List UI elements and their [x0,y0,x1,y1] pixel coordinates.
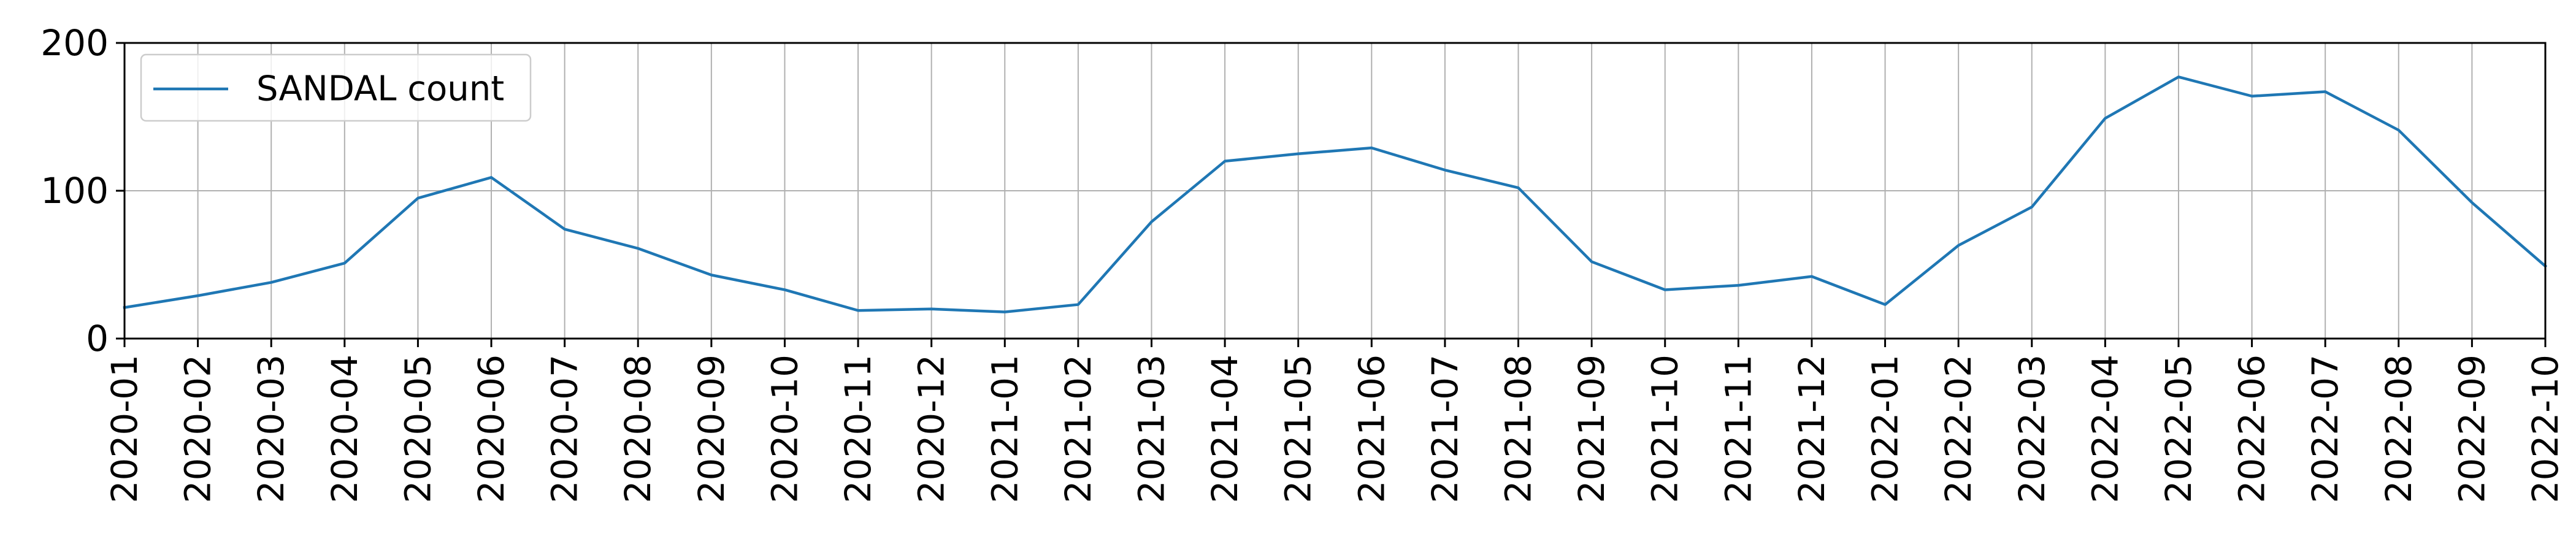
x-tick-label: 2020-04 [324,355,366,503]
x-tick-label: 2022-06 [2231,355,2273,503]
y-axis: 0 100 200 [40,22,125,359]
legend-box [140,53,532,122]
x-tick-label: 2022-05 [2158,355,2199,503]
x-tick-label: 2022-09 [2451,355,2493,503]
x-tick-label: 2021-06 [1351,355,1392,503]
x-tick-label: 2020-06 [470,355,512,503]
x-tick-label: 2020-01 [104,355,145,503]
x-tick-label: 2021-04 [1204,355,1246,503]
x-tick-label: 2020-07 [544,355,586,503]
x-tick-label: 2020-03 [250,355,292,503]
x-tick-label: 2022-10 [2524,355,2566,503]
legend: SANDAL count [140,53,532,122]
x-tick-label: 2020-11 [837,355,879,503]
x-tick-label: 2021-10 [1644,355,1686,503]
x-tick-label: 2021-01 [984,355,1025,503]
x-tick-label: 2021-09 [1571,355,1612,503]
x-tick-label: 2020-12 [911,355,953,503]
x-tick-label: 2021-05 [1278,355,1319,503]
legend-label: SANDAL count [256,69,504,109]
x-tick-label: 2021-11 [1717,355,1759,503]
x-tick-label: 2022-02 [1938,355,1979,503]
x-tick-label: 2020-05 [397,355,439,503]
x-tick-label: 2020-08 [617,355,659,503]
x-tick-label: 2020-10 [764,355,805,503]
x-tick-label: 2021-07 [1424,355,1466,503]
x-tick-label: 2022-01 [1865,355,1906,503]
x-tick-label: 2021-03 [1130,355,1172,503]
y-tick-label: 200 [40,22,109,64]
y-tick-label: 100 [40,170,109,212]
x-tick-label: 2020-02 [177,355,219,503]
x-tick-label: 2020-09 [691,355,732,503]
x-tick-label: 2021-02 [1057,355,1099,503]
x-axis: 2020-01 2020-02 2020-03 2020-04 2020-05 2020-… [104,339,2566,503]
x-tick-label: 2022-08 [2378,355,2420,503]
x-tick-label: 2022-04 [2084,355,2126,503]
x-tick-label: 2022-03 [2011,355,2053,503]
series-line [123,75,2548,313]
x-tick-label: 2022-07 [2304,355,2346,503]
x-tick-label: 2021-12 [1791,355,1833,503]
x-tick-label: 2021-08 [1498,355,1539,503]
y-tick-label: 0 [86,318,109,359]
series-layer [123,75,2548,313]
